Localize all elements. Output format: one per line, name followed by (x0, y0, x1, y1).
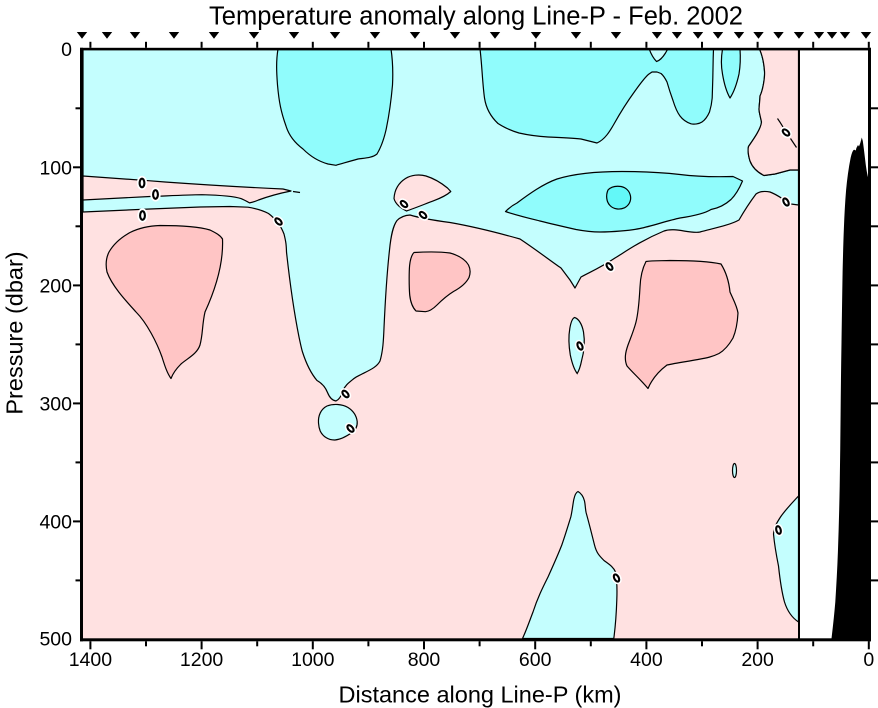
svg-text:1200: 1200 (180, 649, 224, 671)
svg-text:600: 600 (519, 649, 552, 671)
svg-text:Distance along Line-P (km): Distance along Line-P (km) (339, 682, 622, 708)
svg-text:1000: 1000 (291, 649, 335, 671)
svg-text:Pressure (dbar): Pressure (dbar) (2, 251, 28, 414)
svg-text:800: 800 (408, 649, 441, 671)
svg-text:100: 100 (39, 157, 72, 179)
svg-text:0: 0 (863, 649, 874, 671)
svg-text:400: 400 (630, 649, 663, 671)
svg-text:400: 400 (39, 511, 72, 533)
svg-text:200: 200 (741, 649, 774, 671)
svg-text:300: 300 (39, 393, 72, 415)
svg-text:1400: 1400 (69, 649, 113, 671)
svg-text:500: 500 (39, 629, 72, 651)
svg-text:Temperature anomaly along Line: Temperature anomaly along Line-P - Feb. … (209, 3, 743, 31)
svg-text:0: 0 (61, 39, 72, 61)
svg-text:200: 200 (39, 275, 72, 297)
